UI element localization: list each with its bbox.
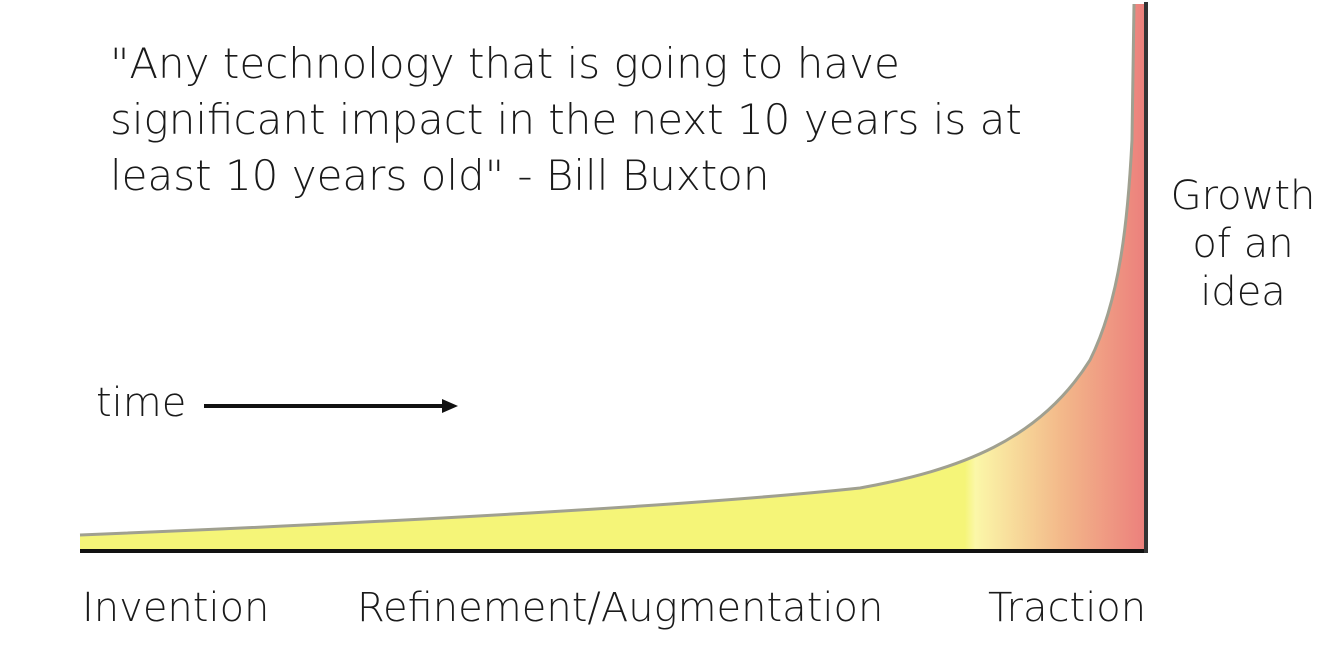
- time-arrow-head-icon: [442, 399, 458, 413]
- quote-line-2: significant impact in the next 10 years …: [110, 95, 1022, 144]
- time-label: time: [96, 380, 187, 426]
- stage-label-refinement: Refinement/Augmentation: [357, 585, 884, 631]
- growth-curve-edge: [79, 3, 1136, 537]
- stage-label-invention: Invention: [82, 585, 270, 631]
- quote-line-3: least 10 years old" - Bill Buxton: [110, 151, 770, 200]
- buxton-quote: "Any technology that is going to have si…: [110, 36, 1022, 204]
- y-label-line-3: idea: [1200, 269, 1286, 315]
- y-label-line-2: of an: [1192, 221, 1294, 267]
- stage-label-traction: Traction: [988, 585, 1147, 631]
- y-label-line-1: Growth: [1170, 173, 1316, 219]
- y-axis-label: Growth of an idea: [1168, 172, 1318, 316]
- quote-line-1: "Any technology that is going to have: [110, 39, 900, 88]
- growth-area: [80, 4, 1146, 551]
